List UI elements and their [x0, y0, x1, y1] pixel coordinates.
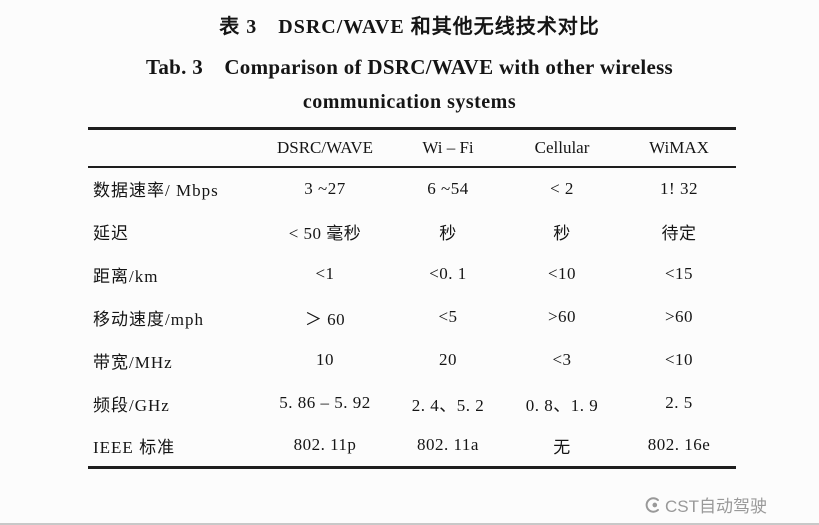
cell: 1! 32 — [660, 178, 698, 198]
cell: ＞ 60 — [304, 309, 346, 329]
cst-logo-icon — [644, 496, 662, 514]
row-label: 距离/km — [93, 266, 159, 286]
cell: 待定 — [661, 223, 697, 243]
cell: <15 — [664, 264, 694, 283]
cell: <3 — [552, 350, 572, 369]
table-row: 带宽/MHz 10 20 <3 <10 — [88, 339, 736, 382]
row-label: 延迟 — [93, 223, 129, 243]
table-row: 频段/GHz 5. 86 – 5. 92 2. 4、5. 2 0. 8、1. 9… — [88, 382, 736, 425]
table-row: 距离/km <1 <0. 1 <10 <15 — [88, 253, 736, 296]
cell: 20 — [439, 350, 457, 369]
table-row: 数据速率/ Mbps 3 ~27 6 ~54 < 2 1! 32 — [88, 167, 736, 210]
row-label: 数据速率/ Mbps — [93, 181, 219, 200]
cell: < 50 毫秒 — [288, 223, 362, 243]
caption-english-line1: Tab. 3 Comparison of DSRC/WAVE with othe… — [145, 55, 674, 79]
cell: 3 ~27 — [304, 178, 346, 198]
cell: 5. 86 – 5. 92 — [279, 393, 371, 412]
table-row: IEEE 标准 802. 11p 802. 11a 无 802. 16e — [88, 425, 736, 468]
cell: 10 — [316, 350, 334, 369]
column-header-empty — [88, 128, 256, 168]
column-header-wimax: WiMAX — [622, 128, 736, 168]
column-header-dsrc-wave: DSRC/WAVE — [256, 128, 394, 168]
row-label: 带宽/MHz — [93, 352, 173, 372]
caption-english-line2: communication systems — [302, 91, 517, 113]
table-row: 延迟 < 50 毫秒 秒 秒 待定 — [88, 210, 736, 253]
cell: 秒 — [553, 223, 571, 243]
row-label: 移动速度/mph — [93, 309, 204, 329]
table-caption: 表 3 DSRC/WAVE 和其他无线技术对比 Tab. 3 Compariso… — [0, 0, 819, 114]
cell: 802. 11a — [417, 435, 479, 455]
cell: >60 — [547, 307, 577, 326]
cell: 802. 16e — [647, 435, 711, 455]
caption-chinese: 表 3 DSRC/WAVE 和其他无线技术对比 — [219, 16, 600, 38]
cell: < 2 — [550, 178, 574, 198]
cell: <10 — [664, 350, 694, 369]
cell: <0. 1 — [429, 264, 467, 283]
cell: 无 — [553, 437, 571, 457]
watermark: CST自动驾驶 — [644, 492, 767, 517]
cell: <5 — [438, 307, 458, 326]
table-row: 移动速度/mph ＞ 60 <5 >60 >60 — [88, 296, 736, 339]
comparison-table: DSRC/WAVE Wi – Fi Cellular WiMAX 数据速率/ M… — [88, 127, 736, 469]
cell: 2. 4、5. 2 — [411, 395, 485, 415]
row-label: IEEE 标准 — [93, 437, 176, 457]
cell: 6 ~54 — [427, 178, 469, 198]
bottom-divider — [0, 523, 819, 525]
watermark-label: CST自动驾驶 — [665, 497, 767, 516]
cell: 秒 — [439, 223, 457, 243]
header-row: DSRC/WAVE Wi – Fi Cellular WiMAX — [88, 128, 736, 168]
row-label: 频段/GHz — [93, 395, 170, 415]
cell: 802. 11p — [293, 435, 357, 455]
cell: >60 — [664, 307, 694, 326]
column-header-cellular: Cellular — [502, 128, 622, 168]
cell: 0. 8、1. 9 — [525, 395, 599, 415]
cell: <1 — [315, 264, 335, 283]
column-header-wifi: Wi – Fi — [394, 128, 502, 168]
cell: <10 — [547, 264, 577, 283]
cell: 2. 5 — [665, 393, 693, 412]
